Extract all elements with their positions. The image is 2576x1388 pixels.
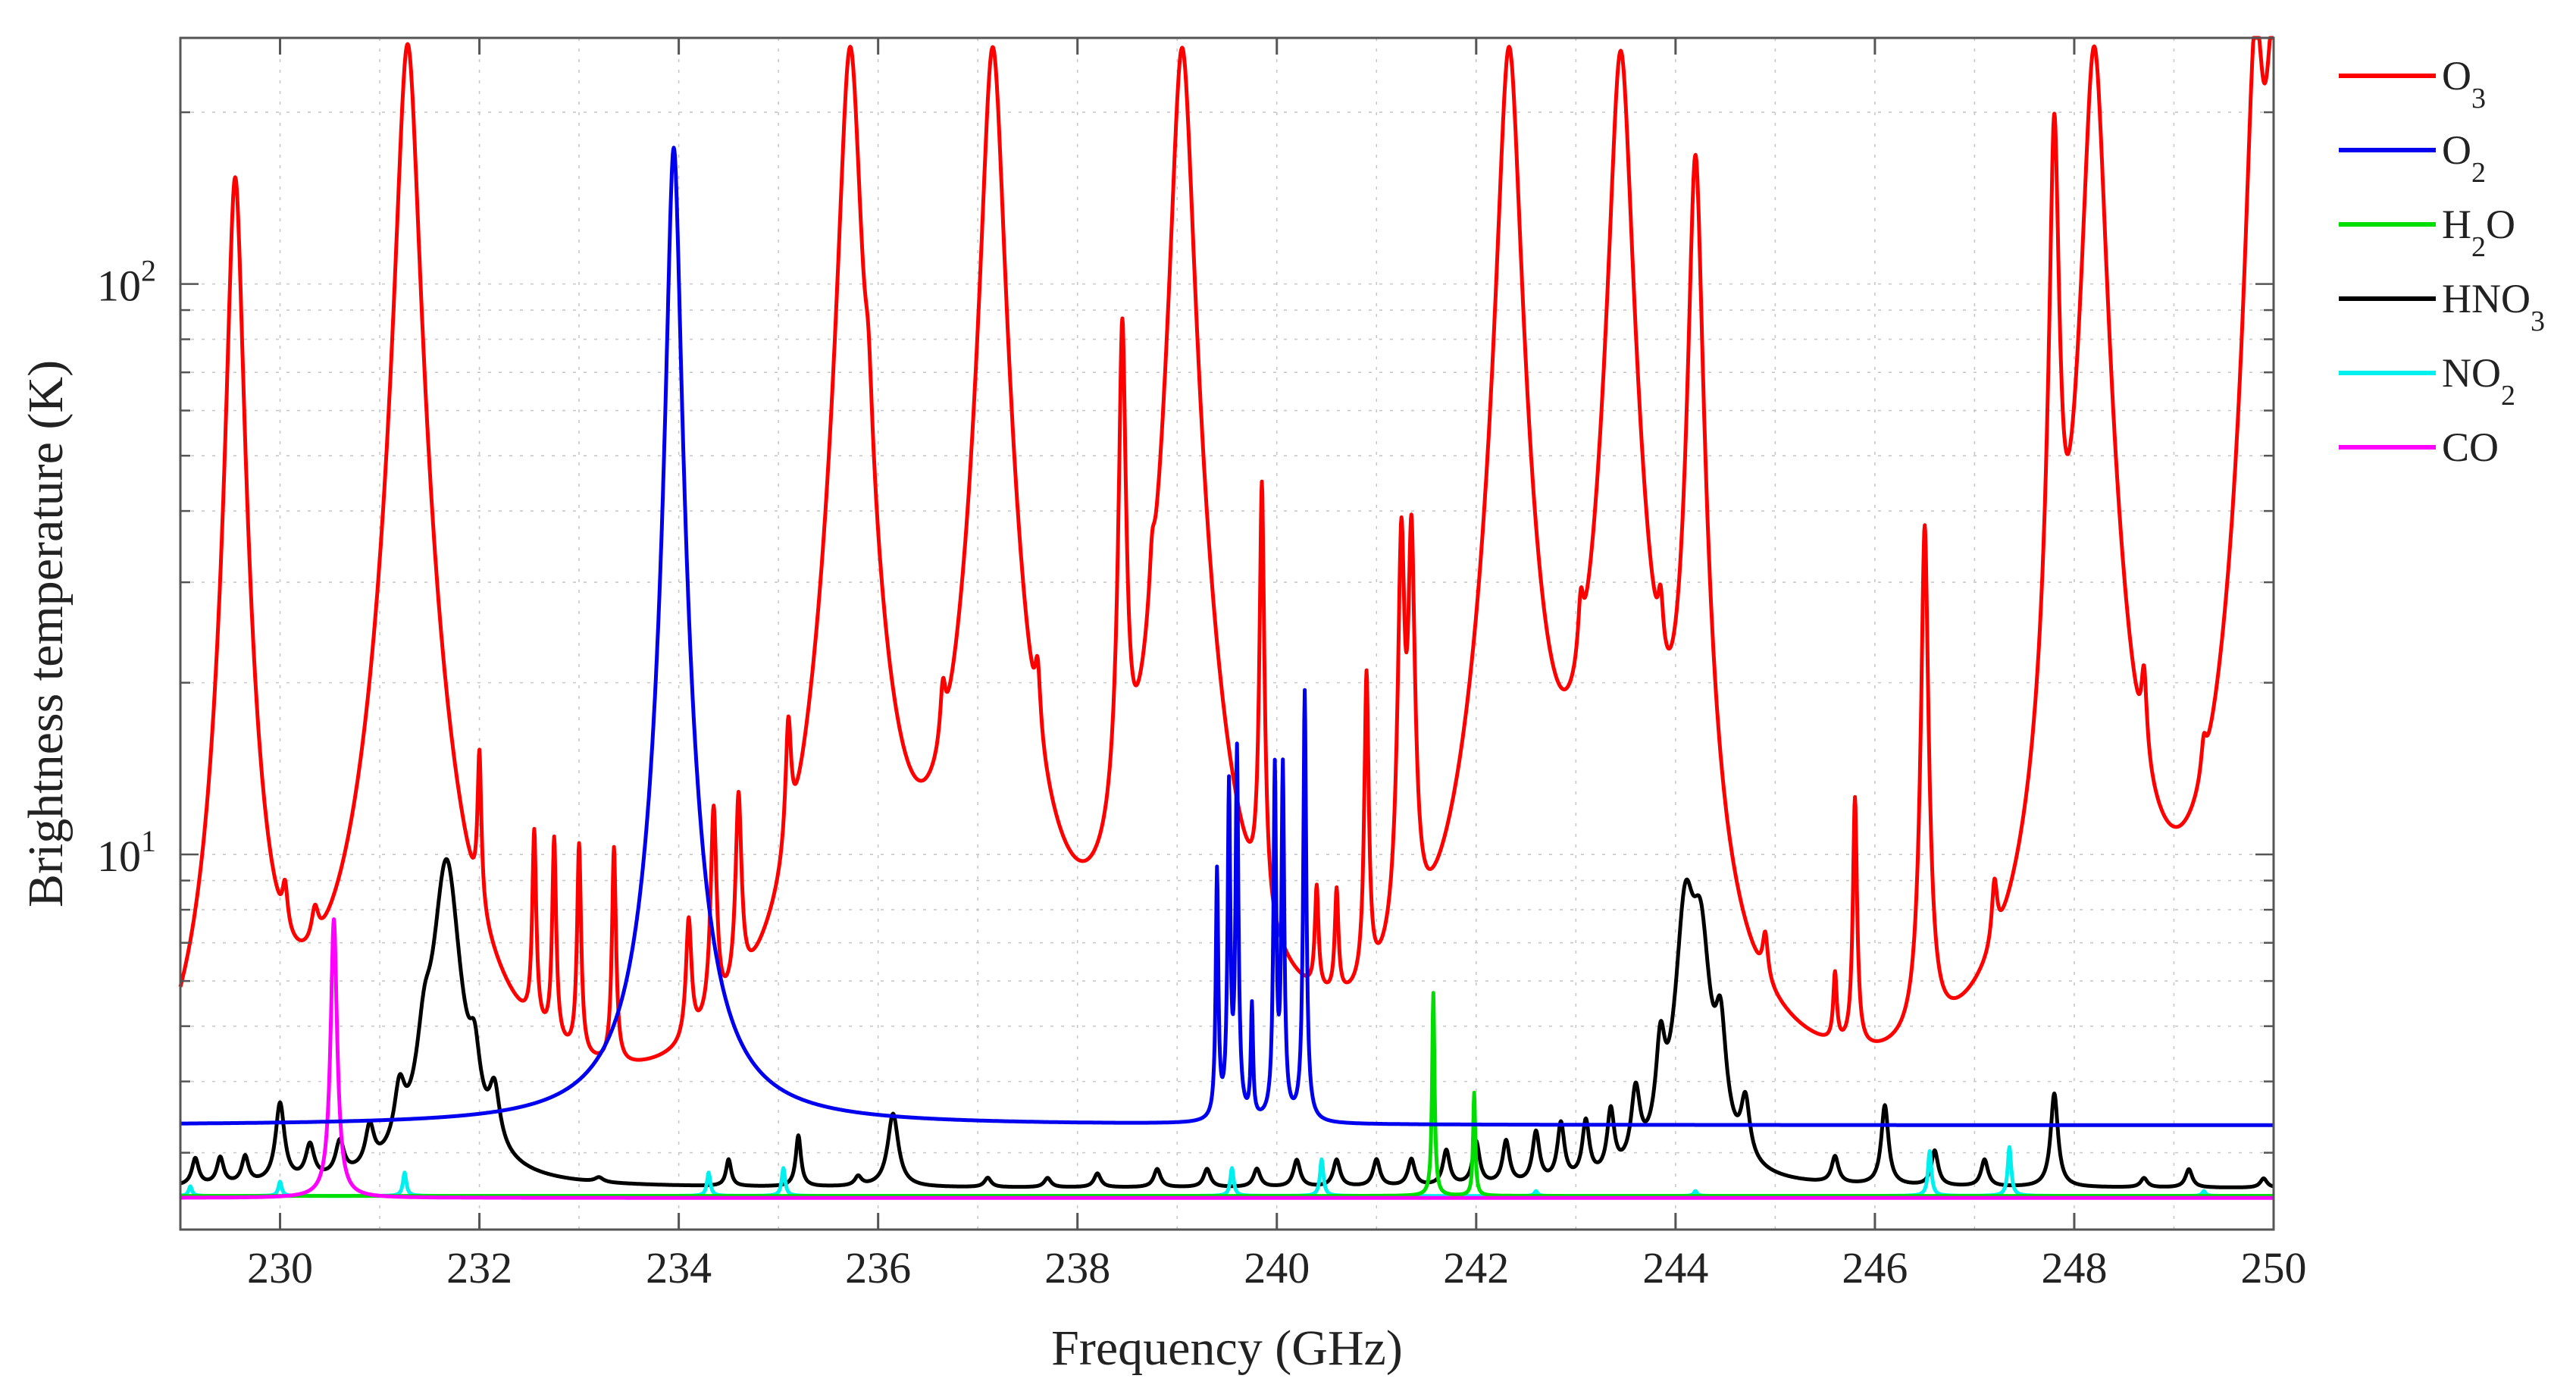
legend-label-h2o: H2O bbox=[2442, 202, 2515, 263]
axes: 230 232 234 236 238 240 242 244 246 248 250 101 102 bbox=[97, 38, 2307, 1292]
plot-frame bbox=[179, 36, 2275, 1231]
x-tick-label: 240 bbox=[1244, 1243, 1310, 1292]
x-tick-label: 242 bbox=[1443, 1243, 1509, 1292]
x-tick-label: 250 bbox=[2241, 1243, 2307, 1292]
x-axis-title: Frequency (GHz) bbox=[1051, 1321, 1403, 1376]
x-tick-label: 248 bbox=[2041, 1243, 2107, 1292]
legend-label-co: CO bbox=[2442, 425, 2499, 470]
legend-label-o2: O2 bbox=[2442, 127, 2486, 189]
x-tick-label: 234 bbox=[646, 1243, 712, 1292]
series-line-no2 bbox=[179, 1145, 2275, 1198]
series-line-o3 bbox=[178, 36, 2275, 1062]
series-line-co bbox=[179, 917, 2275, 1200]
x-tick-label: 238 bbox=[1044, 1243, 1110, 1292]
y-tick-label: 101 bbox=[97, 824, 156, 881]
x-tick-label: 236 bbox=[845, 1243, 911, 1292]
x-tick-label: 230 bbox=[247, 1243, 313, 1292]
x-tick-label: 232 bbox=[446, 1243, 512, 1292]
legend-label-no2: NO2 bbox=[2442, 350, 2515, 412]
legend: O3 O2 H2O HNO3 NO2 CO bbox=[2339, 53, 2545, 470]
legend-label-o3: O3 bbox=[2442, 53, 2486, 114]
y-axis-title: Brightness temperature (K) bbox=[18, 360, 74, 907]
plot-series bbox=[178, 36, 2275, 1200]
legend-label-hno3: HNO3 bbox=[2442, 276, 2545, 337]
series-line-hno3 bbox=[179, 857, 2275, 1189]
y-tick-label: 102 bbox=[97, 254, 156, 311]
x-tick-label: 246 bbox=[1842, 1243, 1908, 1292]
x-tick-label: 244 bbox=[1642, 1243, 1708, 1292]
series-line-o2 bbox=[179, 146, 2275, 1127]
